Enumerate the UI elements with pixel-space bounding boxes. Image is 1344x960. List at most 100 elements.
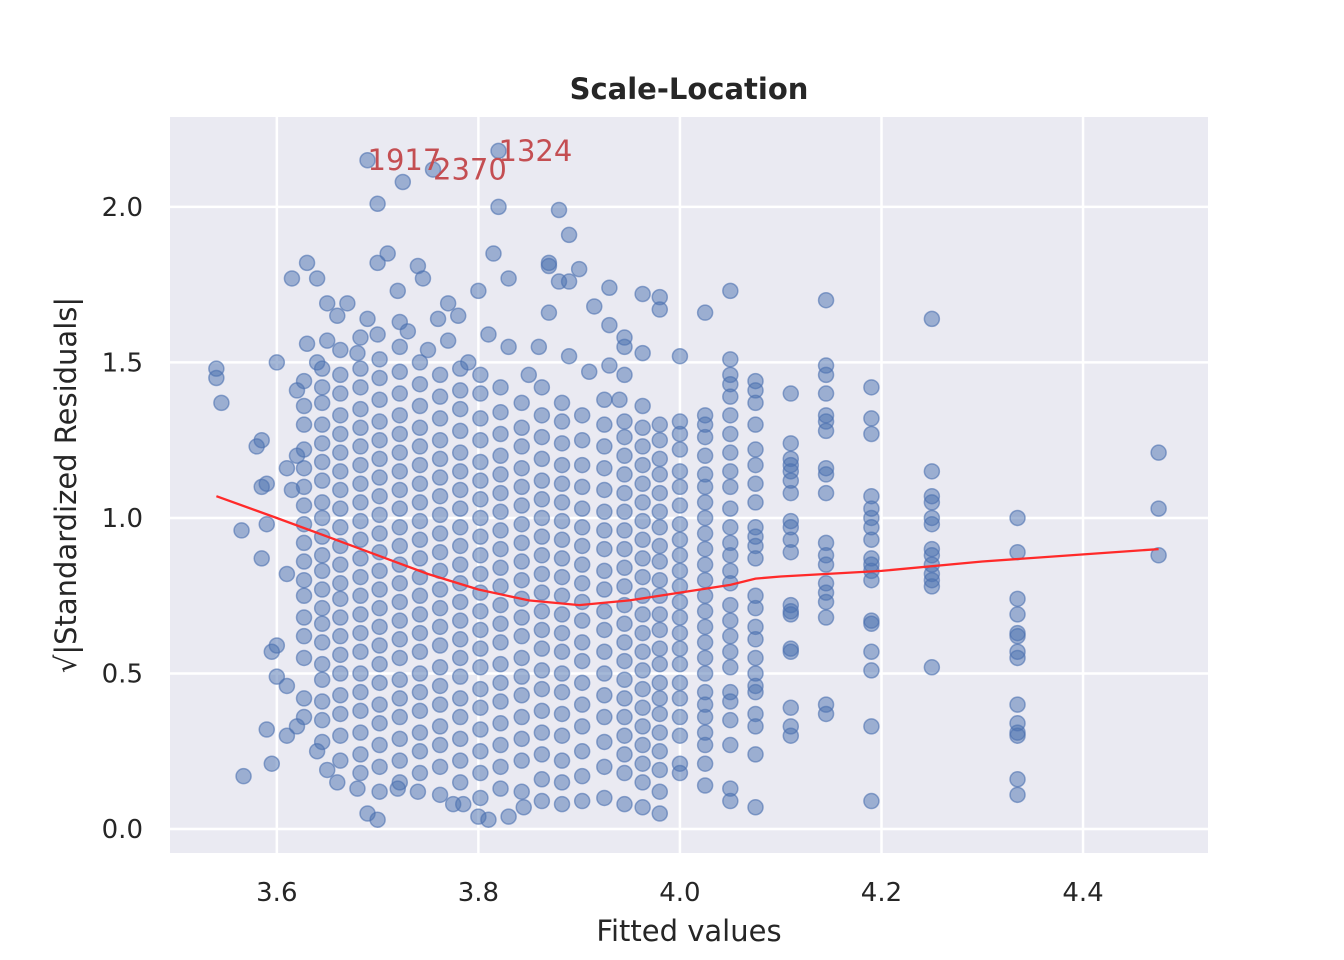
data-point [431,637,449,654]
data-point [431,410,449,427]
data-point [553,435,571,452]
data-point [513,708,530,726]
data-point [747,618,764,636]
data-point [332,481,349,499]
data-point [533,603,551,620]
data-point [352,568,369,586]
data-point [651,519,669,536]
data-point [451,537,469,555]
data-point [472,743,489,760]
data-point [411,665,429,682]
data-point [352,643,369,660]
data-point [747,416,764,433]
data-point [533,746,551,763]
data-point [318,332,336,349]
data-point [472,699,489,716]
data-point [451,593,469,611]
data-point [492,559,509,576]
data-point [923,310,941,328]
data-point [449,307,467,325]
data-point [616,428,633,446]
data-point [782,512,800,530]
data-point [470,282,487,300]
data-point [295,497,313,514]
data-point [747,799,764,816]
data-point [671,690,689,707]
data-point [391,463,409,480]
data-point [782,596,800,614]
data-point [634,512,651,530]
data-point [472,366,489,384]
data-point [313,581,331,598]
data-point [352,438,369,455]
data-point [298,254,316,272]
data-point [371,637,388,654]
data-point [391,338,409,356]
data-point [596,522,613,539]
data-point [573,431,591,449]
data-point [651,606,669,623]
data-point [233,522,250,539]
data-point [352,606,369,623]
data-point [391,671,409,688]
data-point [553,752,571,769]
data-point [596,438,613,455]
point-annotation: 1324 [499,134,573,168]
x-tick-label: 3.6 [256,878,297,908]
data-point [308,270,326,287]
data-point [634,419,651,437]
data-point [451,774,469,791]
data-point [1009,643,1026,660]
y-tick-label: 1.5 [102,348,143,378]
data-point [722,366,739,384]
data-point [492,503,509,521]
data-point [451,500,469,517]
data-point [560,347,578,365]
data-point [533,621,551,639]
data-point [431,599,449,617]
data-point [371,783,388,800]
data-point [472,453,489,471]
data-point [923,463,941,480]
data-point [696,755,714,772]
data-point [472,431,489,449]
data-point [288,382,306,399]
data-point [332,609,349,626]
data-point [696,724,714,741]
data-point [391,730,409,748]
data-point [513,419,530,437]
data-point [472,528,489,545]
data-point [1009,624,1026,642]
data-point [431,487,449,505]
data-point [671,562,689,580]
data-point [339,295,356,312]
data-point [313,599,331,617]
data-point [295,649,313,667]
data-point [332,556,349,573]
lowess-line [216,495,1159,607]
data-point [411,354,429,371]
data-point [722,282,739,300]
data-point [472,640,489,657]
data-point [651,621,669,639]
x-axis-label: Fitted values [596,914,781,948]
data-point [782,699,800,716]
data-point [573,767,591,785]
data-point [472,721,489,738]
data-point [391,519,409,536]
data-point [472,491,489,508]
data-point [253,550,270,567]
data-point [1009,590,1026,608]
data-point [411,531,429,548]
data-point [313,494,331,511]
data-point [923,540,941,558]
data-point [671,413,689,430]
data-point [651,288,669,306]
data-point [513,497,530,514]
data-point [596,459,613,477]
data-point [439,332,457,349]
data-point [492,379,509,396]
data-point [371,736,388,754]
data-point [391,631,409,648]
